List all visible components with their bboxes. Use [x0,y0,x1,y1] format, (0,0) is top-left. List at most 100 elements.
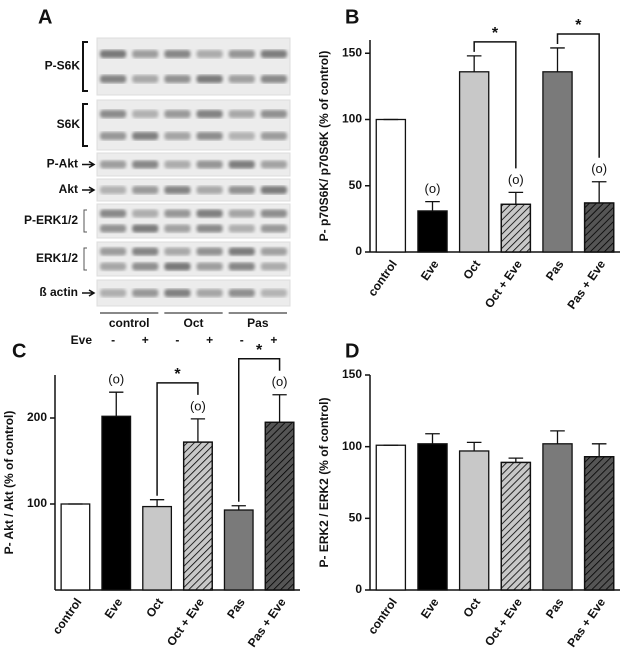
bracket [82,103,88,147]
blot-row-label: P-ERK1/2 [24,213,78,227]
blot-band [228,49,255,58]
blot-band [164,110,191,118]
error-bar [508,457,524,463]
blot-band [228,132,255,140]
annotation: (o) [108,372,124,387]
y-tick-label: 50 [349,178,363,192]
blot-row-label: P-Akt [47,157,78,171]
blot-band [260,49,287,58]
bar [542,71,573,253]
blot-band [260,209,287,218]
error-bar [109,391,124,417]
y-tick-label: 100 [342,112,362,126]
x-tick-label: Pas [543,595,567,621]
blot-band [132,132,159,140]
error-bar [550,430,565,444]
blot-band [164,132,191,140]
blot-band [164,247,191,256]
x-tick-label: Oct + Eve [482,257,525,310]
bracket [83,247,87,271]
blot-band [132,209,159,218]
x-tick-label: Oct + Eve [482,595,525,648]
y-tick-label: 100 [342,439,362,453]
blot-strip [96,178,291,202]
treatment-sign: + [270,333,277,347]
x-tick-label: control [50,596,85,637]
blot-band [196,49,223,58]
blot-band [228,110,255,118]
y-axis-label: P- Akt / Akt (% of control) [2,411,16,555]
group-label: control [109,316,150,330]
significance-bracket [156,382,199,496]
blot-band [100,289,127,297]
panel-label: B [345,6,359,28]
bar-hatch [264,421,295,591]
annotation: (o) [591,161,607,176]
bar [142,505,173,591]
panel-label: D [345,340,359,362]
blot-band [100,262,127,271]
x-tick-label: Eve [418,595,442,621]
bar-hatch [583,456,615,591]
blot-band [228,262,255,271]
y-axis-label: P- p70S6K/ p70S6K (% of control) [317,51,331,242]
annotation: (o) [190,398,206,413]
blot-band [228,75,255,84]
blot-band [100,132,127,140]
blot-band [260,224,287,233]
blot-strip [96,279,291,307]
panel-label: A [38,6,52,28]
annotation: (o) [425,181,441,196]
blot-band [196,247,223,256]
blot-band [196,75,223,84]
error-bar [425,433,440,444]
x-tick-label: Pas + Eve [245,595,289,649]
blot-band [260,247,287,256]
error-bar [272,394,287,423]
blot-band [132,75,159,84]
blot-band [164,209,191,218]
bar [375,118,407,253]
error-bar [149,499,165,507]
y-tick-label: 150 [342,45,362,59]
x-tick-label: Pas [543,257,567,283]
bar-hatch [583,202,615,253]
blot-band [100,49,127,58]
x-tick-label: Oct [143,596,166,620]
blot-strip [96,241,291,277]
bar [60,503,91,591]
x-tick-label: control [365,258,400,299]
blot-strip [96,203,291,239]
error-bar [190,418,206,443]
annotation: (o) [272,374,288,389]
x-tick-label: Pas [224,595,248,621]
blot-band [228,209,255,218]
blot-band [164,224,191,233]
blot-band [260,186,287,194]
blot-band [132,49,159,58]
blot-band [228,224,255,233]
blot-band [196,262,223,271]
blot-band [196,289,223,297]
error-bar [591,181,607,203]
blot-strip [96,152,291,177]
y-tick-label: 0 [355,582,362,596]
blot-band [132,247,159,256]
significance-bracket [473,41,517,169]
x-tick-label: Eve [418,257,442,283]
significance-label: * [492,25,499,42]
blot-band [260,110,287,118]
blot-band [100,247,127,256]
blot-band [164,186,191,194]
blot-band [260,160,287,169]
y-axis-label: P- ERK2 / ERK2 (% of control) [317,397,331,567]
blot-band [196,209,223,218]
y-tick-label: 100 [27,496,47,510]
treatment-sign: - [240,333,244,347]
significance-bracket [556,33,600,158]
bar [458,71,490,253]
error-bar [425,201,440,211]
x-tick-label: control [365,596,400,637]
annotation: (o) [508,172,524,187]
blot-row-label: Akt [59,182,78,196]
